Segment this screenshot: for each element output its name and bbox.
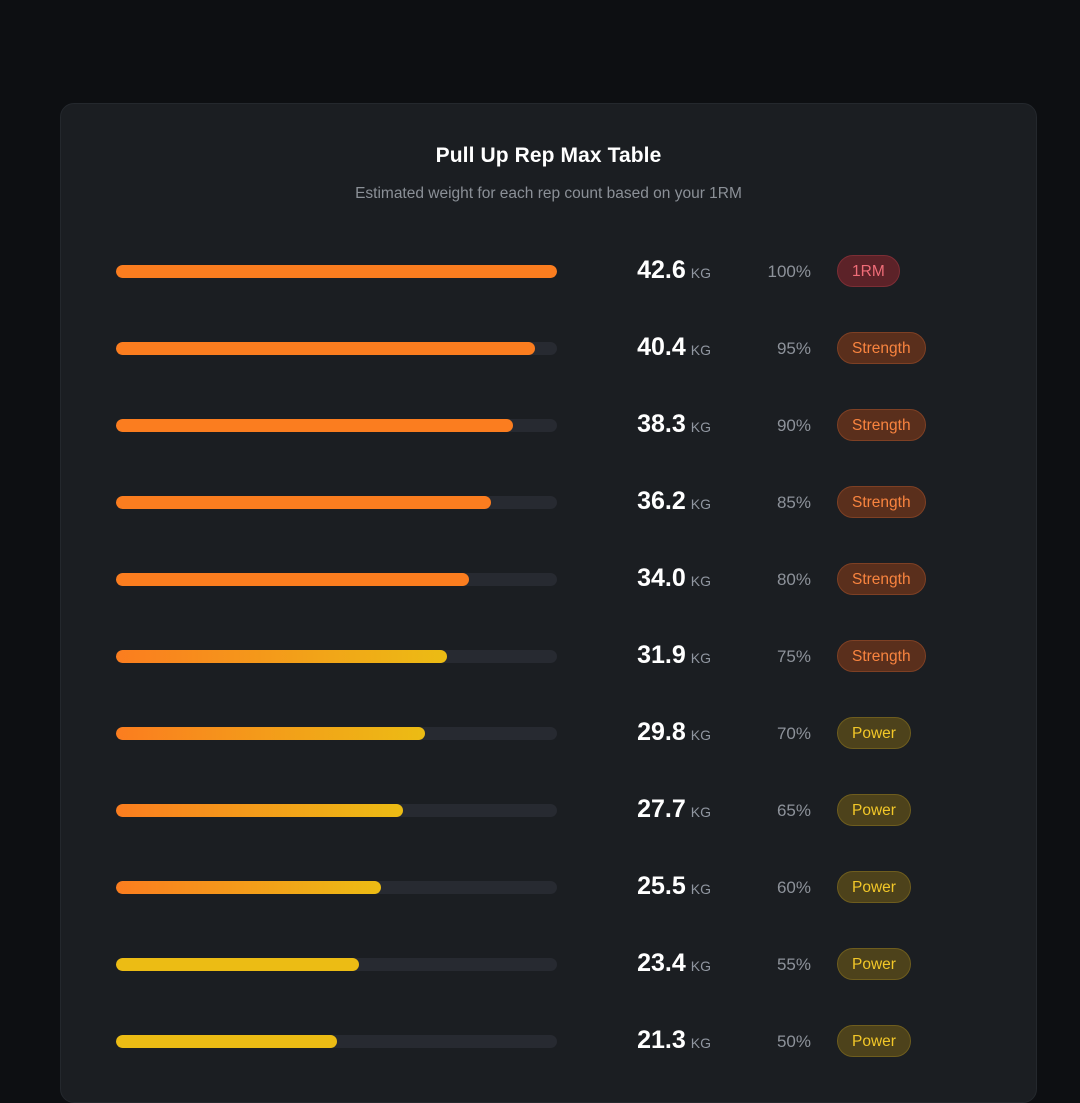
percent-bar-fill xyxy=(116,496,491,509)
weight-value: 23.4 KG xyxy=(601,949,711,978)
percent-bar-fill xyxy=(116,573,469,586)
percent-bar-fill xyxy=(116,727,425,740)
zone-badge: 1RM xyxy=(837,255,900,287)
percent-bar-track xyxy=(116,804,557,817)
weight-unit: KG xyxy=(690,650,711,666)
weight-unit: KG xyxy=(690,496,711,512)
table-row: 36.2 KG 85% Strength xyxy=(61,483,1036,523)
table-row: 42.6 KG 100% 1RM xyxy=(61,252,1036,292)
table-row: 29.8 KG 70% Power xyxy=(61,714,1036,754)
weight-value: 31.9 KG xyxy=(601,641,711,670)
weight-number: 36.2 xyxy=(637,487,686,515)
percent-bar-fill xyxy=(116,342,535,355)
percent-label: 80% xyxy=(776,570,811,589)
percent-label: 65% xyxy=(776,801,811,820)
table-row: 23.4 KG 55% Power xyxy=(61,945,1036,985)
table-row: 25.5 KG 60% Power xyxy=(61,868,1036,908)
table-row: 40.4 KG 95% Strength xyxy=(61,329,1036,369)
percent-bar-fill xyxy=(116,804,403,817)
zone-badge: Strength xyxy=(837,486,926,518)
percent-bar-track xyxy=(116,958,557,971)
table-row: 34.0 KG 80% Strength xyxy=(61,560,1036,600)
percent-label: 70% xyxy=(776,724,811,743)
percent-bar-fill xyxy=(116,1035,337,1048)
weight-unit: KG xyxy=(690,342,711,358)
weight-unit: KG xyxy=(690,958,711,974)
percent-label: 100% xyxy=(767,262,811,281)
table-row: 21.3 KG 50% Power xyxy=(61,1022,1036,1062)
percent-bar-fill xyxy=(116,419,513,432)
weight-unit: KG xyxy=(690,573,711,589)
zone-badge: Strength xyxy=(837,409,926,441)
weight-number: 25.5 xyxy=(637,872,686,900)
percent-bar-fill xyxy=(116,265,557,278)
percent-bar-track xyxy=(116,727,557,740)
percent-label: 85% xyxy=(776,493,811,512)
weight-value: 21.3 KG xyxy=(601,1026,711,1055)
zone-badge: Power xyxy=(837,794,911,826)
zone-badge: Strength xyxy=(837,563,926,595)
weight-unit: KG xyxy=(690,1035,711,1051)
table-row: 31.9 KG 75% Strength xyxy=(61,637,1036,677)
percent-bar-fill xyxy=(116,650,447,663)
weight-value: 38.3 KG xyxy=(601,410,711,439)
weight-number: 21.3 xyxy=(637,1026,686,1054)
percent-bar-track xyxy=(116,573,557,586)
percent-label: 55% xyxy=(776,955,811,974)
card-title: Pull Up Rep Max Table xyxy=(435,144,662,167)
weight-value: 27.7 KG xyxy=(601,795,711,824)
zone-badge: Strength xyxy=(837,640,926,672)
card-subtitle: Estimated weight for each rep count base… xyxy=(355,185,742,202)
percent-label: 60% xyxy=(776,878,811,897)
percent-label: 95% xyxy=(776,339,811,358)
weight-unit: KG xyxy=(690,265,711,281)
weight-number: 27.7 xyxy=(637,795,686,823)
percent-label: 50% xyxy=(776,1032,811,1051)
zone-badge: Power xyxy=(837,948,911,980)
weight-number: 29.8 xyxy=(637,718,686,746)
percent-bar-track xyxy=(116,342,557,355)
zone-badge: Power xyxy=(837,871,911,903)
rep-max-card: Pull Up Rep Max Table Estimated weight f… xyxy=(60,103,1037,1103)
zone-badge: Power xyxy=(837,717,911,749)
weight-unit: KG xyxy=(690,804,711,820)
percent-bar-track xyxy=(116,650,557,663)
weight-value: 42.6 KG xyxy=(601,256,711,285)
weight-value: 29.8 KG xyxy=(601,718,711,747)
percent-bar-fill xyxy=(116,958,359,971)
weight-number: 34.0 xyxy=(637,564,686,592)
percent-bar-track xyxy=(116,881,557,894)
percent-label: 75% xyxy=(776,647,811,666)
weight-unit: KG xyxy=(690,727,711,743)
table-row: 27.7 KG 65% Power xyxy=(61,791,1036,831)
weight-value: 34.0 KG xyxy=(601,564,711,593)
weight-value: 25.5 KG xyxy=(601,872,711,901)
percent-bar-track xyxy=(116,265,557,278)
weight-number: 38.3 xyxy=(637,410,686,438)
percent-bar-fill xyxy=(116,881,381,894)
weight-number: 40.4 xyxy=(637,333,686,361)
weight-unit: KG xyxy=(690,881,711,897)
weight-value: 40.4 KG xyxy=(601,333,711,362)
percent-bar-track xyxy=(116,496,557,509)
table-row: 38.3 KG 90% Strength xyxy=(61,406,1036,446)
percent-label: 90% xyxy=(776,416,811,435)
percent-bar-track xyxy=(116,1035,557,1048)
weight-value: 36.2 KG xyxy=(601,487,711,516)
zone-badge: Power xyxy=(837,1025,911,1057)
percent-bar-track xyxy=(116,419,557,432)
weight-number: 42.6 xyxy=(637,256,686,284)
zone-badge: Strength xyxy=(837,332,926,364)
weight-number: 31.9 xyxy=(637,641,686,669)
weight-unit: KG xyxy=(690,419,711,435)
weight-number: 23.4 xyxy=(637,949,686,977)
